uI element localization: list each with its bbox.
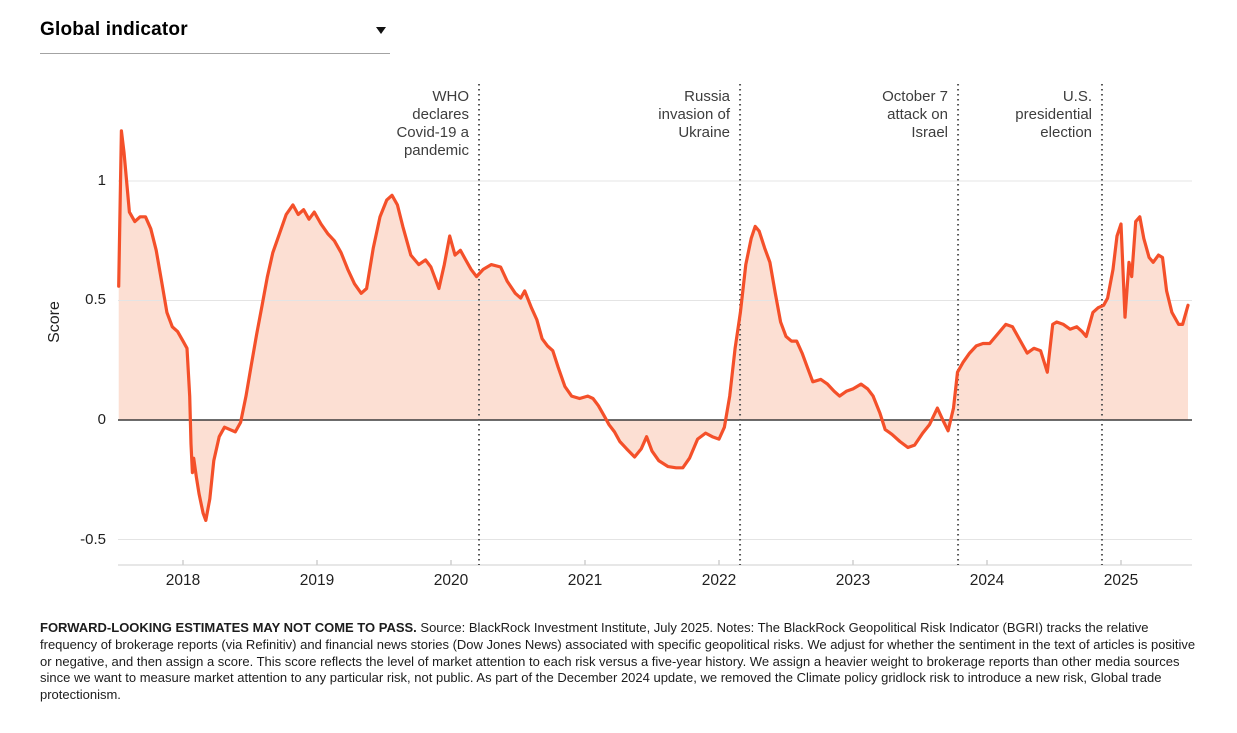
x-tick-label: 2023: [835, 572, 871, 589]
x-tick-label: 2020: [433, 572, 469, 589]
x-tick-label: 2018: [165, 572, 201, 589]
series-line: [117, 129, 1190, 522]
x-tick-label: 2025: [1103, 572, 1139, 589]
series-area: [118, 130, 1189, 521]
bgri-chart: Score 1 0.5 0 -0.5 2018 2019 2020 2021 2…: [46, 84, 1192, 589]
annotation-covid: WHO declares Covid-19 a pandemic: [396, 88, 469, 159]
footnote-disclaimer: FORWARD-LOOKING ESTIMATES MAY NOT COME T…: [40, 620, 417, 635]
y-tick-label: 0: [97, 411, 106, 428]
x-tick-label: 2019: [299, 572, 335, 589]
x-tick-label: 2024: [969, 572, 1005, 589]
y-tick-label: -0.5: [80, 531, 106, 548]
annotation-october7: October 7 attack on Israel: [882, 88, 948, 141]
indicator-dropdown-label: Global indicator: [40, 19, 188, 40]
footnote-text: Source: BlackRock Investment Institute, …: [40, 620, 1196, 703]
y-tick-label: 0.5: [85, 291, 106, 308]
caret-down-icon: [376, 26, 386, 34]
y-tick-label: 1: [97, 172, 106, 189]
chart-canvas: [117, 84, 1192, 566]
annotation-ukraine: Russia invasion of Ukraine: [658, 88, 730, 141]
x-tick-label: 2022: [701, 572, 737, 589]
footnote: FORWARD-LOOKING ESTIMATES MAY NOT COME T…: [40, 620, 1197, 704]
annotation-us-election: U.S. presidential election: [1015, 88, 1092, 141]
x-tick-label: 2021: [567, 572, 603, 589]
indicator-dropdown[interactable]: Global indicator: [40, 19, 390, 54]
